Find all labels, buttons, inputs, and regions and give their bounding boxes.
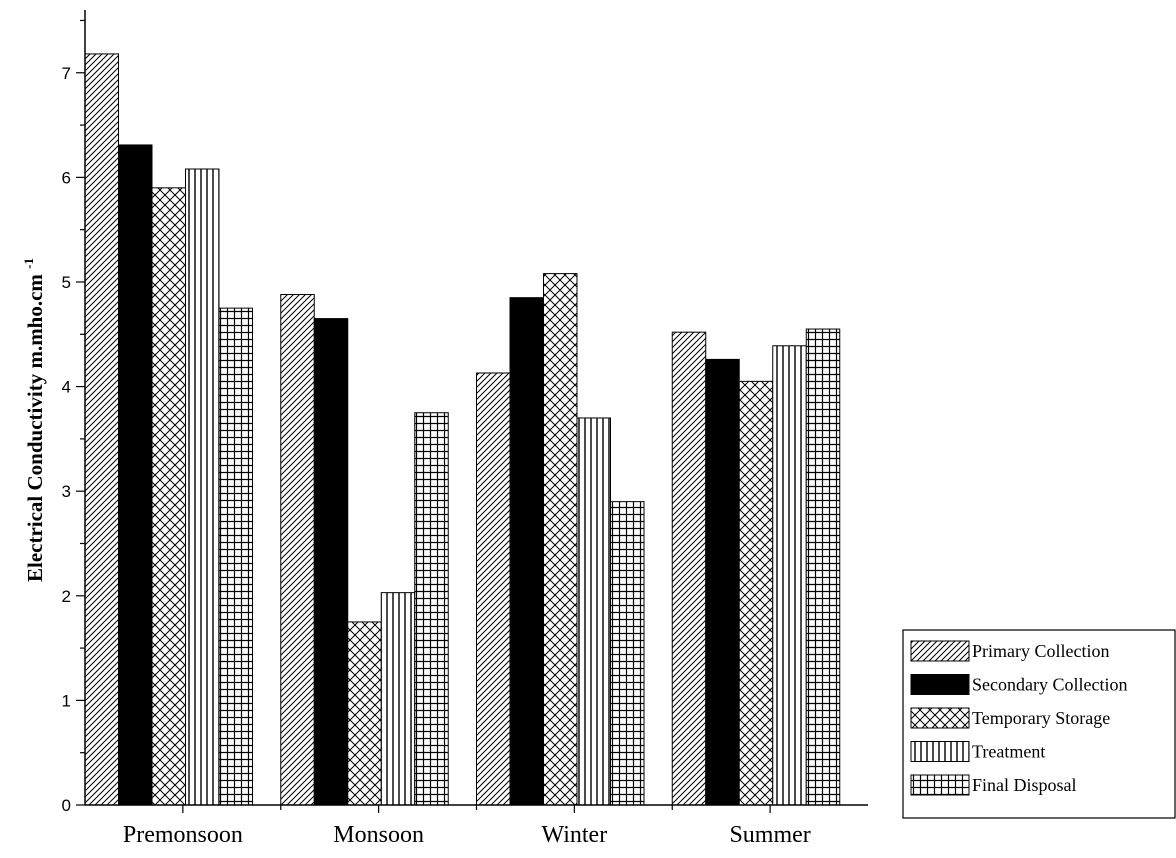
- bar-summer-treatment: [772, 345, 807, 806]
- bar-monsoon-secondary-collection: [313, 318, 349, 806]
- bar-monsoon-treatment: [380, 592, 416, 806]
- y-tick-label: 6: [62, 168, 71, 187]
- bar-premonsoon-treatment: [185, 168, 220, 806]
- y-tick-label: 5: [62, 273, 71, 292]
- y-tick-label: 7: [62, 64, 71, 83]
- y-tick-label: 3: [62, 482, 71, 501]
- y-axis-title-superscript: -1: [21, 258, 36, 269]
- bar-winter-temporary-storage: [543, 273, 578, 806]
- legend-swatch-primary-collection: [910, 640, 970, 662]
- bar-winter-primary-collection: [476, 372, 511, 806]
- bar-winter-secondary-collection: [509, 297, 544, 806]
- y-tick-label: 1: [62, 691, 71, 710]
- bar-premonsoon-primary-collection: [84, 53, 119, 806]
- y-tick-label: 2: [62, 587, 71, 606]
- bar-summer-temporary-storage: [738, 380, 774, 806]
- x-tick-label-summer: Summer: [729, 822, 810, 848]
- y-axis-title-text: Electrical Conductivity m.mho.cm: [23, 274, 47, 582]
- bar-winter-treatment: [576, 417, 611, 806]
- bar-summer-primary-collection: [671, 331, 707, 806]
- bar-summer-final-disposal: [805, 328, 841, 806]
- bar-monsoon-temporary-storage: [347, 621, 382, 806]
- x-tick-label-monsoon: Monsoon: [333, 822, 424, 848]
- legend-swatch-temporary-storage: [910, 707, 970, 729]
- legend-label-primary-collection: Primary Collection: [972, 641, 1109, 661]
- legend-label-treatment: Treatment: [972, 742, 1045, 762]
- x-tick-label-premonsoon: Premonsoon: [123, 822, 243, 848]
- legend-label-final-disposal: Final Disposal: [972, 775, 1077, 795]
- legend-swatch-secondary-collection: [910, 674, 970, 695]
- legend-swatch-final-disposal: [910, 774, 970, 796]
- y-tick-label: 4: [62, 378, 71, 397]
- svg-text:Electrical Conductivity m.mho.: Electrical Conductivity m.mho.cm -1: [21, 258, 47, 582]
- bar-monsoon-primary-collection: [280, 294, 315, 806]
- y-tick-label: 0: [62, 796, 71, 815]
- bar-premonsoon-final-disposal: [218, 307, 253, 806]
- legend-label-secondary-collection: Secondary Collection: [972, 675, 1127, 695]
- legend-swatch-treatment: [910, 741, 970, 762]
- bar-winter-final-disposal: [610, 501, 645, 806]
- bar-summer-secondary-collection: [705, 358, 740, 806]
- bar-premonsoon-secondary-collection: [118, 144, 153, 806]
- bar-monsoon-final-disposal: [414, 412, 449, 806]
- legend-label-temporary-storage: Temporary Storage: [972, 708, 1110, 728]
- bar-premonsoon-temporary-storage: [151, 187, 186, 806]
- x-tick-label-winter: Winter: [542, 822, 608, 848]
- y-axis-title: Electrical Conductivity m.mho.cm -1: [21, 258, 47, 582]
